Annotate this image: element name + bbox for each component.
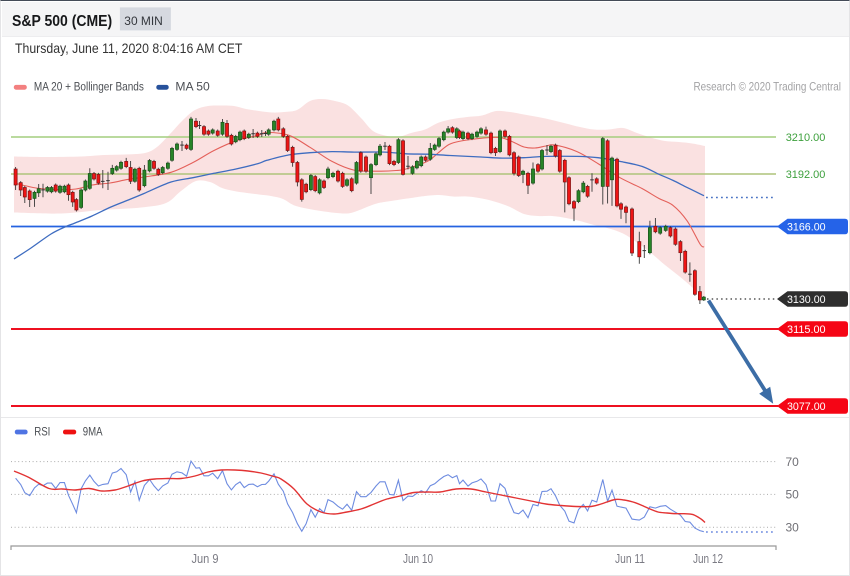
svg-text:Jun 12: Jun 12 <box>693 552 723 566</box>
svg-text:MA 50: MA 50 <box>175 80 210 94</box>
svg-text:3077.00: 3077.00 <box>787 401 826 413</box>
svg-text:3166.00: 3166.00 <box>787 221 826 233</box>
svg-text:Jun 10: Jun 10 <box>403 552 433 566</box>
svg-text:MA 20 + Bollinger Bands: MA 20 + Bollinger Bands <box>34 80 144 94</box>
svg-text:Jun 11: Jun 11 <box>615 552 645 566</box>
svg-text:RSI: RSI <box>34 425 50 439</box>
svg-text:3210.00: 3210.00 <box>786 132 826 144</box>
svg-text:Research © 2020 Trading Centra: Research © 2020 Trading Central <box>694 79 842 93</box>
svg-text:9MA: 9MA <box>83 425 103 439</box>
svg-text:Thursday, June 11, 2020 8:04:1: Thursday, June 11, 2020 8:04:16 AM CET <box>15 40 243 56</box>
svg-text:Jun 9: Jun 9 <box>192 552 219 566</box>
svg-text:50: 50 <box>786 488 800 502</box>
svg-text:S&P 500 (CME): S&P 500 (CME) <box>12 13 112 30</box>
svg-text:30: 30 <box>786 521 800 535</box>
svg-text:3192.00: 3192.00 <box>786 169 826 181</box>
svg-text:3130.00: 3130.00 <box>787 294 826 306</box>
svg-text:70: 70 <box>786 455 800 469</box>
svg-text:30 MIN: 30 MIN <box>124 14 163 28</box>
svg-text:3115.00: 3115.00 <box>787 324 826 336</box>
